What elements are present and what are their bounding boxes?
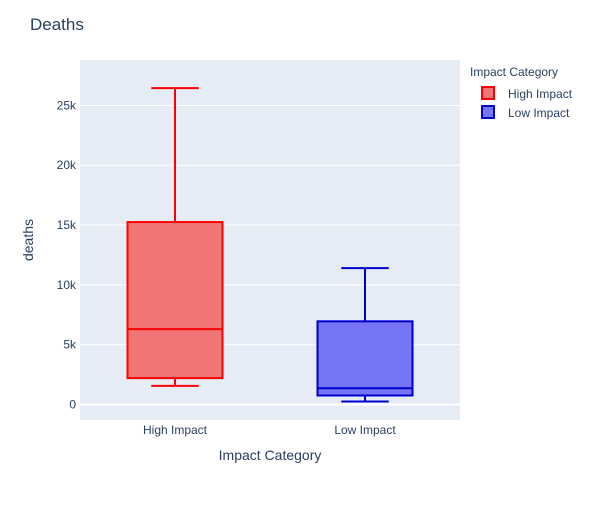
y-axis-label: deaths <box>20 219 36 261</box>
legend-swatch <box>481 86 495 100</box>
x-tick-label: Low Impact <box>334 423 396 437</box>
legend-item-high-impact[interactable]: High Impact <box>481 86 573 101</box>
chart-title: Deaths <box>30 15 84 34</box>
legend-label: Low Impact <box>508 106 570 120</box>
box-low-impact <box>316 267 414 403</box>
legend-swatch <box>481 105 495 119</box>
iqr-box <box>126 221 224 380</box>
y-tick-label: 15k <box>57 218 77 232</box>
legend-title: Impact Category <box>470 65 558 79</box>
x-axis-ticks: High Impact Low Impact <box>143 423 396 437</box>
box-high-impact <box>126 87 224 387</box>
legend[interactable]: Impact Category High Impact Low Impact <box>470 65 573 120</box>
legend-item-low-impact[interactable]: Low Impact <box>481 105 570 120</box>
iqr-box <box>316 320 414 397</box>
box-series <box>126 87 414 403</box>
y-tick-label: 20k <box>57 158 77 172</box>
y-tick-label: 0 <box>69 397 76 411</box>
y-tick-label: 25k <box>57 98 77 112</box>
y-tick-label: 5k <box>63 338 77 352</box>
legend-label: High Impact <box>508 87 573 101</box>
x-axis-label: Impact Category <box>219 447 322 463</box>
x-tick-label: High Impact <box>143 423 208 437</box>
y-axis-ticks: 0 5k 10k 15k 20k 25k <box>57 98 77 411</box>
y-tick-label: 10k <box>57 278 77 292</box>
